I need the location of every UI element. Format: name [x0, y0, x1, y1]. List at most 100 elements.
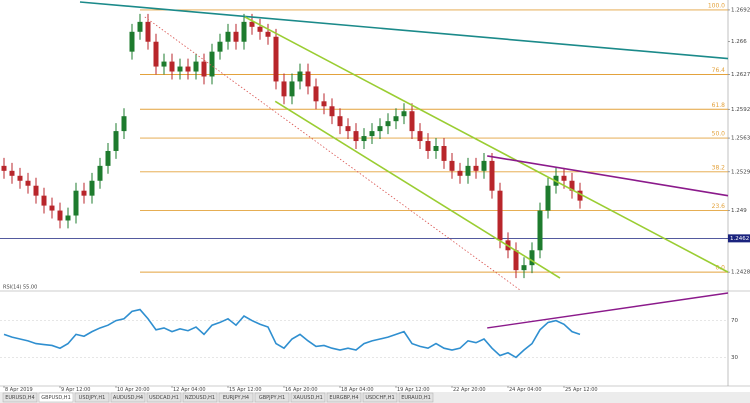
tab-box: [2, 392, 38, 403]
x-tick-label: 8 Apr 2019: [5, 387, 33, 393]
price-label-box: [728, 234, 750, 243]
candle-body: [457, 170, 463, 176]
tab-label: GBPJPY,H1: [259, 395, 285, 401]
tab-box: [326, 392, 362, 403]
tab[interactable]: GBPJPY,H1: [254, 392, 290, 403]
tab-box: [218, 392, 254, 403]
trend-line: [244, 16, 729, 273]
tab[interactable]: EURAUD,H1: [398, 392, 434, 403]
tab[interactable]: GBPUSD,H1: [38, 392, 74, 403]
tab-box: [362, 392, 398, 403]
candle-body: [161, 61, 167, 67]
candle-body: [417, 131, 423, 142]
candle-body: [393, 116, 399, 122]
candle-body: [313, 86, 319, 102]
candle-body: [577, 190, 583, 201]
candle-body: [65, 215, 71, 221]
fib-level-label: 76.4: [712, 67, 726, 74]
candle-body: [353, 131, 359, 142]
tab[interactable]: USDCHF,H1: [362, 392, 398, 403]
candle-body: [529, 250, 535, 266]
tab[interactable]: USDCAD,H1: [146, 392, 182, 403]
candle-body: [281, 81, 287, 97]
candle-body: [289, 81, 295, 97]
tab[interactable]: NZDUSD,H1: [182, 392, 218, 403]
x-tick-label: 15 Apr 12:00: [229, 387, 262, 393]
fib-level-label: 50.0: [712, 131, 726, 138]
tab-label: GBPUSD,H1: [41, 395, 71, 401]
x-tick-label: 18 Apr 04:00: [341, 387, 374, 393]
tab-label: XAUUSD,H1: [293, 395, 323, 401]
tab-label: USDJPY,H1: [79, 395, 106, 401]
tab[interactable]: EURGBP,H4: [326, 392, 362, 403]
fib-level-label: 61.8: [712, 102, 726, 109]
tab[interactable]: EURUSD,H4: [2, 392, 38, 403]
candle-body: [425, 141, 431, 151]
candle-body: [233, 31, 239, 42]
candle-body: [265, 31, 271, 37]
y-tick-label: 1.2592: [731, 107, 750, 113]
candle-body: [217, 41, 223, 52]
candle-body: [441, 146, 447, 161]
candle-body: [513, 250, 519, 271]
candle-body: [449, 160, 455, 171]
x-tick-label: 22 Apr 20:00: [453, 387, 486, 393]
fib-level-label: 23.6: [712, 203, 726, 210]
tab-box: [182, 392, 218, 403]
candle-body: [369, 131, 375, 137]
candle-body: [385, 121, 391, 127]
candle-body: [241, 21, 247, 42]
tab-label: NZDUSD,H1: [185, 395, 215, 401]
candle-body: [521, 265, 527, 271]
candle-body: [249, 21, 255, 27]
tab[interactable]: EURJPY,H4: [218, 392, 254, 403]
y-tick-label: 1.266: [731, 39, 747, 45]
trend-line: [79, 1, 729, 60]
candle-body: [433, 146, 439, 151]
candle-body: [113, 131, 119, 151]
tab-label: EURAUD,H1: [401, 395, 431, 401]
candle-body: [169, 61, 175, 72]
candle-body: [377, 126, 383, 132]
candle-body: [297, 71, 303, 82]
candle-body: [257, 26, 263, 32]
tab[interactable]: XAUUSD,H1: [290, 392, 326, 403]
candle-body: [305, 71, 311, 87]
candle-body: [121, 116, 127, 132]
candle-body: [9, 170, 15, 176]
tab-label: EURUSD,H4: [5, 395, 35, 401]
candle-body: [129, 31, 135, 52]
y-tick-label: 1.2692: [731, 7, 750, 13]
indicator-line: [3, 308, 581, 359]
tab[interactable]: AUDUSD,H4: [110, 392, 146, 403]
x-tick-label: 16 Apr 20:00: [285, 387, 318, 393]
tab-box: [254, 392, 290, 403]
candle-body: [105, 150, 111, 166]
x-tick-label: 12 Apr 04:00: [173, 387, 206, 393]
x-tick-label: 25 Apr 12:00: [565, 387, 598, 393]
price-label: 1.2462: [730, 236, 749, 242]
candle-body: [57, 210, 63, 221]
trend-line: [274, 100, 561, 279]
y-tick-label: 1.2627: [731, 72, 750, 78]
candle-body: [321, 101, 327, 107]
x-tick-label: 24 Apr 04:00: [509, 387, 542, 393]
tab-box: [74, 392, 110, 403]
y-tick-label: 1.2428: [731, 270, 750, 276]
tab-box: [146, 392, 182, 403]
candle-body: [209, 51, 215, 77]
x-tick-label: 10 Apr 20:00: [117, 387, 150, 393]
candle-body: [225, 31, 231, 42]
candle-body: [137, 21, 143, 32]
tab[interactable]: USDJPY,H1: [74, 392, 110, 403]
fib-level-label: 100.0: [708, 2, 725, 9]
tab-box: [398, 392, 434, 403]
candle-body: [25, 180, 31, 186]
trend-line: [487, 155, 729, 197]
x-tick-label: 9 Apr 12:00: [61, 387, 90, 393]
trend-line: [144, 16, 521, 291]
tab-box: [110, 392, 146, 403]
tab-label: AUDUSD,H4: [113, 395, 143, 401]
